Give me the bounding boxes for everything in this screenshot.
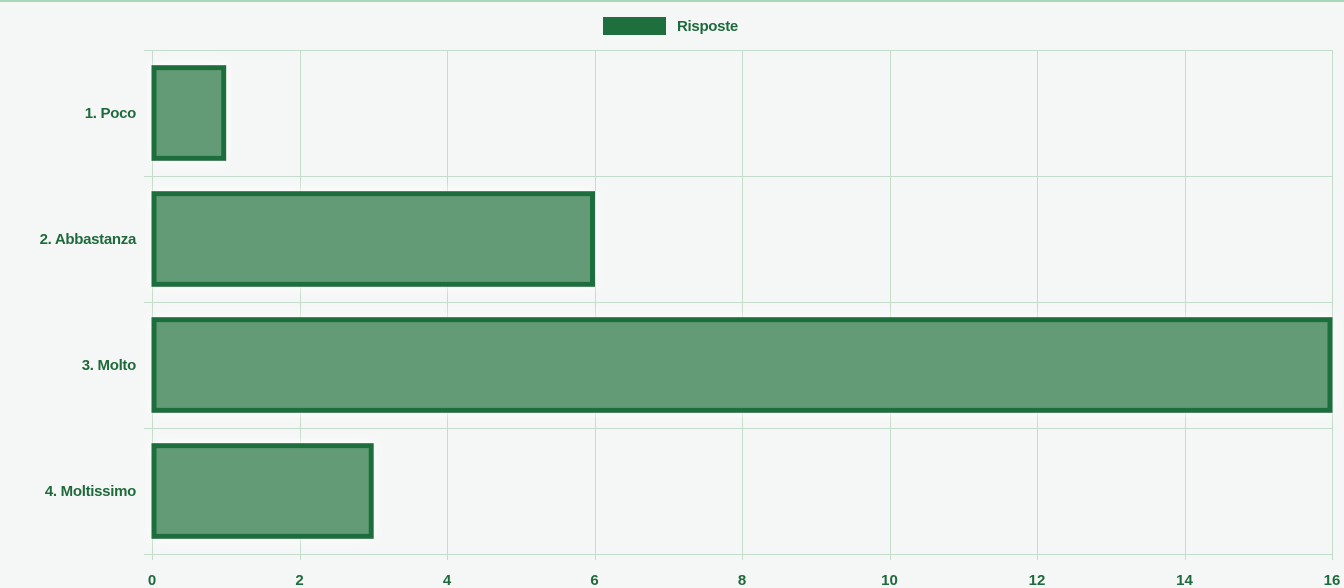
legend: Risposte — [603, 17, 738, 35]
bar-0[interactable] — [151, 65, 227, 161]
bars — [151, 65, 1333, 539]
category-label-0: 1. Poco — [85, 105, 136, 122]
x-tick-label-2: 4 — [443, 572, 452, 588]
category-label-3: 4. Moltissimo — [45, 483, 136, 500]
bar-3[interactable] — [151, 443, 374, 539]
x-tick-label-3: 6 — [590, 572, 598, 588]
x-axis-tick-labels: 0 2 4 6 8 10 12 14 16 — [148, 572, 1341, 588]
bar-1[interactable] — [151, 191, 595, 287]
legend-label-risposte: Risposte — [677, 18, 738, 35]
bar-2[interactable] — [151, 317, 1333, 413]
x-tick-label-0: 0 — [148, 572, 156, 588]
x-tick-label-5: 10 — [881, 572, 898, 588]
x-tick-label-1: 2 — [295, 572, 303, 588]
category-label-2: 3. Molto — [82, 357, 136, 374]
category-label-1: 2. Abbastanza — [40, 231, 137, 248]
legend-swatch-risposte — [603, 17, 666, 35]
x-tick-label-8: 16 — [1324, 572, 1341, 588]
x-tick-label-4: 8 — [738, 572, 746, 588]
x-tick-label-6: 12 — [1029, 572, 1046, 588]
x-tick-label-7: 14 — [1176, 572, 1193, 588]
category-labels: 1. Poco 2. Abbastanza 3. Molto 4. Moltissim… — [40, 105, 138, 500]
grid — [144, 50, 1333, 560]
